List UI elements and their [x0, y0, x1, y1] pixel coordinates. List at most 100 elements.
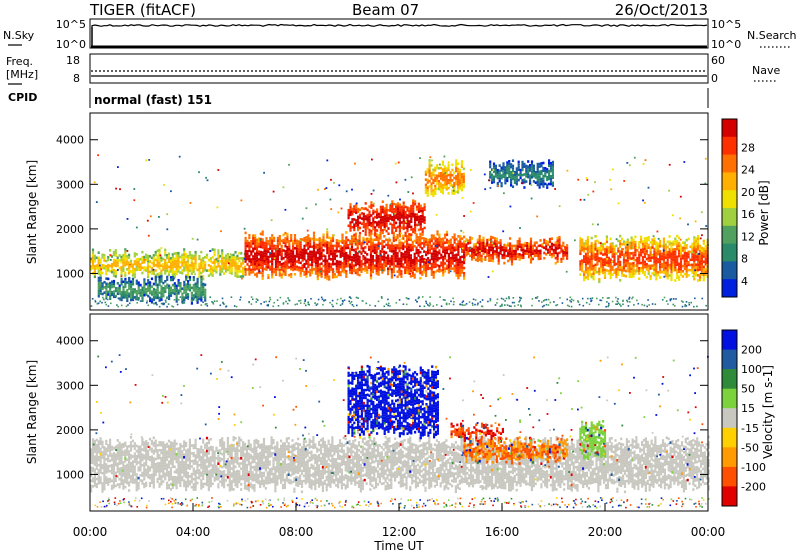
- echo-cell: [105, 290, 108, 293]
- echo-cell: [139, 265, 142, 269]
- echo-cell: [426, 267, 430, 271]
- echo-cell: [256, 299, 259, 301]
- echo-cell: [590, 247, 593, 250]
- echo-cell: [131, 274, 134, 277]
- echo-cell: [252, 268, 255, 271]
- echo-cell: [234, 264, 237, 267]
- echo-cell: [370, 214, 373, 217]
- echo-cell: [97, 450, 100, 454]
- echo-cell: [672, 269, 675, 272]
- echo-cell: [396, 236, 399, 240]
- echo-cell: [103, 474, 106, 478]
- echo-cell: [103, 286, 106, 289]
- echo-cell: [679, 268, 683, 271]
- echo-cell: [385, 203, 388, 207]
- echo-cell: [152, 256, 155, 260]
- echo-cell: [698, 247, 702, 250]
- echo-cell: [152, 254, 155, 257]
- echo-cell: [678, 267, 681, 271]
- echo-cell: [154, 258, 157, 262]
- echo-cell: [441, 163, 444, 166]
- echo-cell: [234, 274, 237, 277]
- echo-cell: [173, 270, 176, 274]
- echo-cell: [383, 240, 386, 243]
- echo-cell: [447, 181, 450, 185]
- echo-cell: [166, 305, 168, 308]
- echo-cell: [429, 156, 432, 159]
- echo-cell: [523, 181, 526, 184]
- echo-cell: [549, 169, 553, 173]
- echo-cell: [541, 305, 544, 308]
- echo-cell: [217, 254, 220, 258]
- echo-cell: [383, 253, 386, 256]
- echo-cell: [586, 275, 589, 278]
- echo-cell: [368, 248, 371, 251]
- echo-cell: [509, 237, 512, 240]
- echo-cell: [440, 264, 443, 267]
- echo-cell: [222, 302, 225, 305]
- echo-cell: [152, 269, 155, 273]
- echo-cell: [99, 258, 102, 262]
- echo-cell: [519, 227, 521, 229]
- echo-cell: [362, 225, 365, 229]
- echo-cell: [404, 205, 407, 209]
- echo-cell: [421, 260, 424, 263]
- echo-cell: [105, 259, 108, 263]
- echo-cell: [318, 273, 321, 277]
- echo-cell: [655, 249, 658, 252]
- echo-cell: [246, 255, 249, 258]
- echo-cell: [620, 305, 622, 307]
- echo-cell: [278, 253, 281, 256]
- echo-cell: [484, 250, 487, 254]
- echo-cell: [305, 262, 308, 265]
- echo-cell: [154, 250, 157, 254]
- echo-cell: [698, 265, 702, 269]
- echo-cell: [324, 242, 327, 245]
- echo-cell: [385, 219, 388, 222]
- echo-cell: [400, 216, 403, 219]
- echo-cell: [697, 237, 700, 241]
- echo-cell: [328, 246, 331, 250]
- echo-cell: [679, 217, 681, 220]
- echo-cell: [354, 261, 357, 264]
- echo-cell: [489, 170, 492, 174]
- echo-cell: [698, 253, 701, 255]
- echo-cell: [550, 255, 553, 259]
- echo-cell: [538, 173, 541, 176]
- echo-cell: [615, 273, 618, 276]
- echo-cell: [554, 251, 557, 255]
- echo-cell: [194, 253, 197, 257]
- echo-cell: [90, 257, 93, 261]
- echo-cell: [428, 261, 431, 265]
- echo-cell: [632, 259, 635, 262]
- echo-cell: [314, 266, 317, 270]
- echo-cell: [90, 450, 93, 454]
- echo-cell: [369, 258, 373, 262]
- echo-cell: [432, 181, 435, 185]
- echo-cell: [529, 253, 533, 256]
- echo-cell: [670, 275, 673, 279]
- echo-cell: [408, 225, 411, 228]
- echo-cell: [685, 251, 688, 255]
- echo-cell: [379, 263, 382, 266]
- echo-cell: [95, 482, 98, 486]
- echo-cell: [531, 257, 534, 261]
- echo-cell: [457, 170, 460, 173]
- echo-cell: [476, 241, 479, 244]
- echo-cell: [402, 263, 405, 266]
- echo-cell: [131, 280, 135, 283]
- echo-cell: [613, 271, 616, 274]
- echo-cell: [418, 223, 420, 226]
- echo-cell: [545, 253, 548, 256]
- echo-cell: [97, 289, 100, 293]
- echo-cell: [579, 244, 582, 248]
- echo-cell: [538, 162, 541, 166]
- echo-cell: [457, 178, 460, 181]
- echo-cell: [370, 206, 373, 209]
- echo-cell: [398, 214, 401, 217]
- echo-cell: [120, 290, 123, 294]
- echo-cell: [284, 237, 287, 240]
- echo-cell: [640, 240, 643, 244]
- echo-cell: [90, 260, 93, 263]
- echo-cell: [352, 238, 355, 241]
